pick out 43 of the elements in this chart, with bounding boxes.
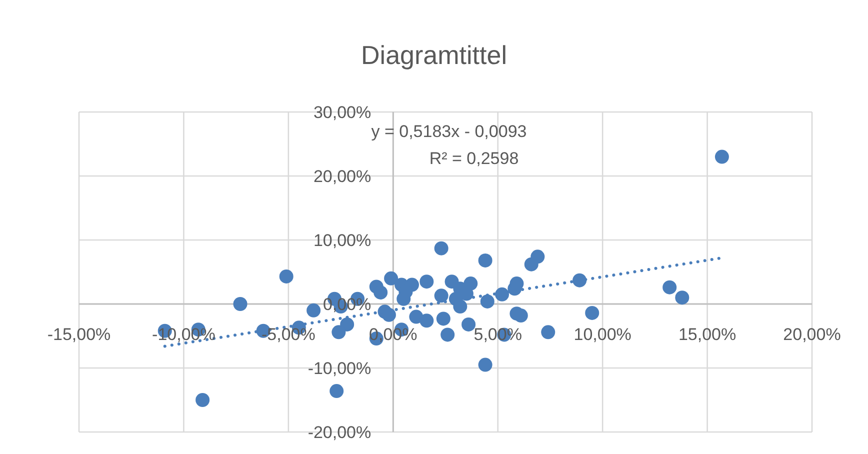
y-tick-label: -20,00%	[308, 423, 372, 442]
y-tick-label: -10,00%	[308, 359, 372, 378]
x-tick-label: 15,00%	[678, 325, 736, 344]
annotation: y = 0,5183x - 0,0093	[371, 122, 527, 141]
point	[420, 314, 434, 328]
point	[434, 288, 448, 303]
x-tick-label: -15,00%	[47, 325, 111, 344]
point	[396, 292, 411, 306]
y-tick-label: 10,00%	[313, 231, 372, 250]
point	[714, 150, 729, 164]
point	[572, 273, 587, 288]
point	[434, 241, 448, 256]
point	[530, 250, 545, 264]
chart-title: Diagramtittel	[360, 40, 508, 71]
point	[306, 303, 321, 318]
point	[585, 306, 600, 320]
y-tick-label: 20,00%	[313, 167, 372, 186]
point	[480, 294, 494, 308]
x-tick-label: -5,00%	[261, 325, 316, 344]
point	[453, 300, 468, 314]
point	[541, 325, 556, 340]
x-tick-label: 10,00%	[574, 325, 632, 344]
point	[514, 308, 528, 323]
point	[374, 285, 388, 300]
point	[462, 317, 476, 332]
annotation: R² = 0,2598	[429, 149, 519, 168]
point	[436, 312, 450, 326]
point	[440, 328, 455, 342]
point	[330, 384, 344, 398]
point	[478, 253, 492, 268]
point	[675, 290, 690, 305]
point	[196, 393, 210, 407]
point	[662, 280, 677, 294]
point	[382, 308, 396, 322]
x-tick-label: 20,00%	[783, 325, 841, 344]
point	[384, 271, 398, 286]
point	[279, 269, 294, 284]
point	[332, 325, 346, 340]
point	[495, 287, 510, 302]
point	[420, 274, 434, 289]
point	[478, 358, 492, 372]
point	[233, 297, 248, 311]
y-tick-label: 30,00%	[313, 103, 372, 122]
